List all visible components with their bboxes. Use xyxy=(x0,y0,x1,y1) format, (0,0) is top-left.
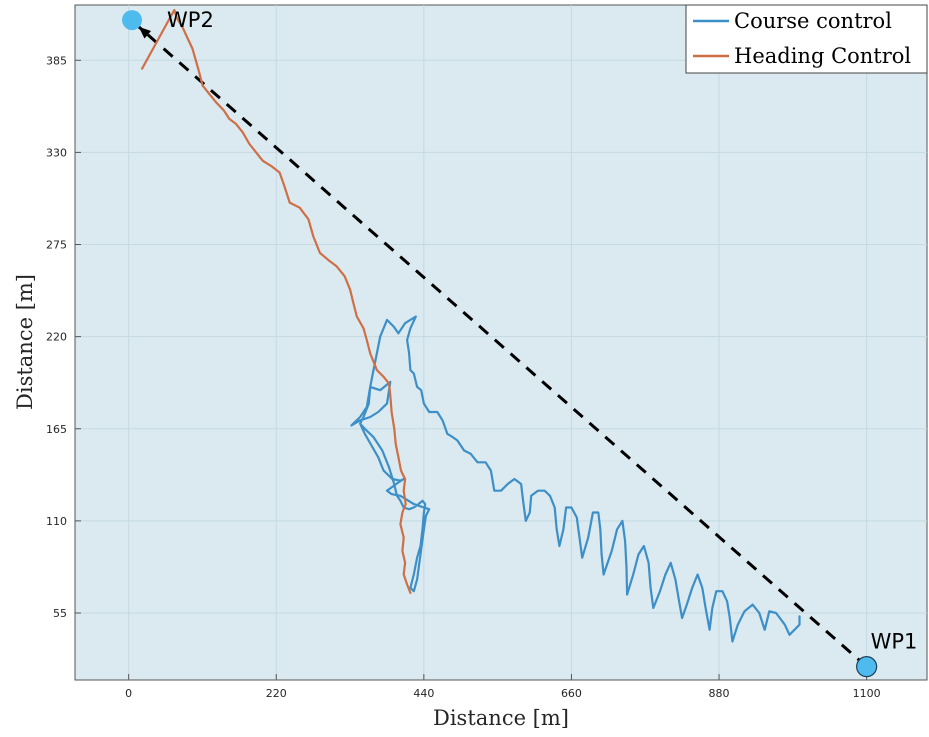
y-tick-label: 330 xyxy=(46,146,67,159)
x-tick-label: 660 xyxy=(561,687,582,700)
y-tick-label: 165 xyxy=(46,423,67,436)
axis-layer: 0 220 440 660 880 1100 55 110 165 220 275 330 385 xyxy=(46,54,881,700)
reference-path-line xyxy=(137,25,868,668)
waypoint-marker-wp1 xyxy=(856,656,878,678)
legend: Course control Heading Control xyxy=(685,4,928,74)
x-axis-title: Distance [m] xyxy=(433,706,569,730)
waypoint-layer: WP1 WP2 xyxy=(122,8,918,678)
x-tick-label: 880 xyxy=(709,687,730,700)
x-tick-label: 440 xyxy=(413,687,434,700)
series-line-heading-control xyxy=(141,8,412,594)
series-layer xyxy=(137,8,868,668)
reference-path-arrowhead xyxy=(138,26,152,39)
x-tick-label: 0 xyxy=(125,687,132,700)
waypoint-label-wp2: WP2 xyxy=(167,8,214,32)
legend-box xyxy=(685,4,928,74)
legend-label-course: Course control xyxy=(734,9,892,33)
y-tick-label: 110 xyxy=(46,515,67,528)
waypoint-marker-wp2 xyxy=(122,10,143,31)
x-tick-label: 1100 xyxy=(853,687,881,700)
x-tick-label: 220 xyxy=(266,687,287,700)
plot-background xyxy=(74,4,928,681)
y-tick-label: 385 xyxy=(46,54,67,67)
y-tick-label: 220 xyxy=(46,331,67,344)
waypoint-label-wp1: WP1 xyxy=(871,630,918,654)
y-tick-label: 275 xyxy=(46,239,67,252)
legend-label-heading: Heading Control xyxy=(734,44,911,68)
series-line-course-control xyxy=(350,315,801,643)
y-tick-label: 55 xyxy=(53,607,67,620)
y-axis-title: Distance [m] xyxy=(13,274,37,410)
